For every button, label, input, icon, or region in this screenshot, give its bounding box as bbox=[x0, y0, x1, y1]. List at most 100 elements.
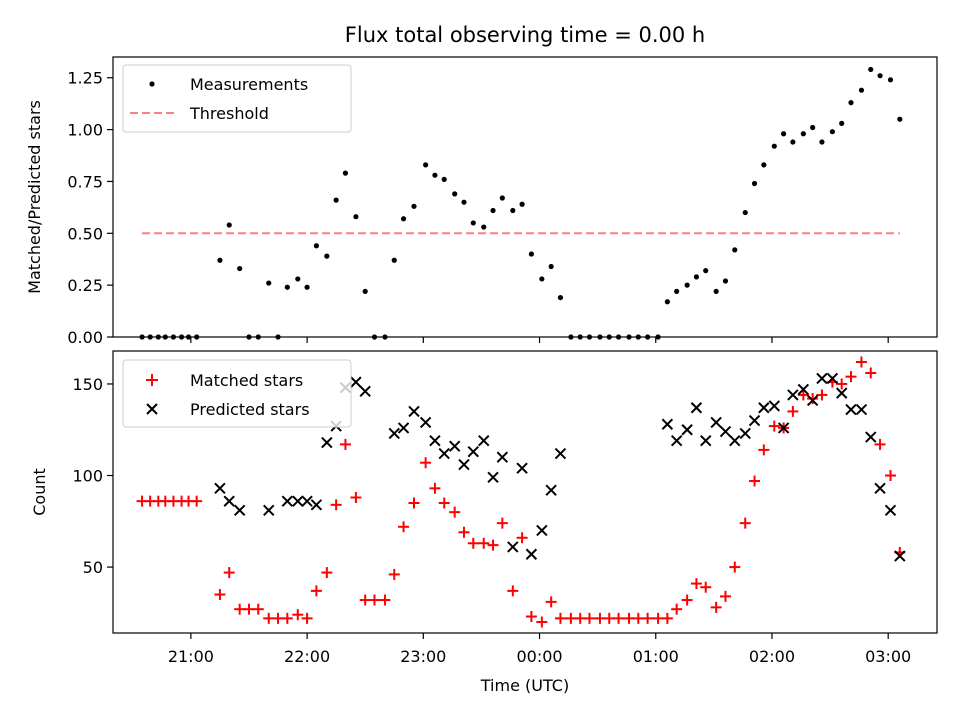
matched-star-point bbox=[467, 537, 479, 549]
predicted-star-point bbox=[729, 435, 741, 447]
y-tick-label: 50 bbox=[83, 558, 103, 577]
predicted-star-point bbox=[545, 484, 557, 496]
predicted-star-point bbox=[419, 416, 432, 429]
x-axis-label: Time (UTC) bbox=[480, 676, 569, 695]
measurement-point bbox=[499, 195, 505, 201]
x-tick-label: 22:00 bbox=[284, 647, 330, 666]
predicted-star-point bbox=[525, 548, 538, 560]
matched-star-point bbox=[321, 567, 333, 579]
matched-star-point bbox=[281, 612, 293, 624]
measurement-point bbox=[400, 216, 407, 222]
y-tick-label: 150 bbox=[72, 375, 103, 394]
predicted-star-point bbox=[700, 435, 712, 447]
measurement-point bbox=[848, 100, 854, 106]
measurement-point bbox=[411, 203, 417, 209]
matched-star-point bbox=[301, 612, 313, 624]
measurement-point bbox=[829, 129, 836, 135]
measurement-point bbox=[548, 263, 554, 270]
predicted-star-point bbox=[408, 405, 420, 418]
predicted-star-point bbox=[478, 435, 490, 447]
matched-star-point bbox=[191, 495, 203, 507]
matched-star-point bbox=[855, 356, 867, 368]
measurement-point bbox=[887, 77, 894, 83]
predicted-star-point bbox=[516, 462, 528, 474]
top-legend: Measurements Threshold bbox=[122, 64, 352, 133]
predicted-star-point bbox=[855, 403, 868, 416]
top-panel: 0.00 0.25 0.50 0.75 1.00 1.25 Matched/Predict… bbox=[25, 56, 938, 347]
matched-star-point bbox=[429, 482, 441, 494]
measurement-point bbox=[858, 87, 865, 93]
matched-star-point bbox=[234, 603, 246, 615]
predicted-star-point bbox=[845, 403, 857, 416]
y-tick-label: 0.75 bbox=[67, 172, 103, 191]
legend-predicted-marker bbox=[146, 403, 158, 415]
measurement-point bbox=[432, 172, 438, 178]
matched-star-point bbox=[603, 612, 615, 624]
top-legend-box bbox=[122, 64, 352, 133]
measurement-point bbox=[771, 143, 777, 149]
predicted-star-point bbox=[690, 402, 703, 414]
legend-predicted-label: Predicted stars bbox=[190, 400, 310, 419]
measurement-point bbox=[790, 139, 796, 145]
bottom-legend: Matched stars Predicted stars bbox=[122, 359, 352, 428]
matched-star-point bbox=[710, 601, 722, 613]
matched-star-point bbox=[874, 438, 886, 450]
matched-star-point bbox=[797, 389, 809, 401]
predicted-star-point bbox=[835, 387, 848, 399]
matched-star-point bbox=[350, 491, 362, 503]
matched-star-point bbox=[787, 405, 799, 417]
x-tick-label: 02:00 bbox=[749, 647, 795, 666]
matched-star-point bbox=[681, 594, 693, 606]
matched-star-point bbox=[836, 378, 848, 390]
measurement-point bbox=[237, 265, 243, 272]
matched-star-point bbox=[885, 470, 897, 482]
top-x-tick-marks bbox=[190, 337, 889, 343]
predicted-star-point bbox=[806, 394, 819, 407]
bottom-x-axis: 21:00 22:00 23:00 00:00 01:00 02:00 03:00 bbox=[168, 633, 911, 666]
matched-star-point bbox=[478, 537, 490, 549]
matched-star-point bbox=[272, 612, 284, 624]
matched-star-point bbox=[584, 612, 596, 624]
bottom-plot-frame bbox=[112, 350, 938, 634]
predicted-star-point bbox=[467, 446, 479, 458]
matched-star-point bbox=[536, 616, 548, 628]
predicted-star-point bbox=[777, 422, 790, 434]
matched-star-point bbox=[496, 517, 508, 529]
predicted-star-point bbox=[670, 435, 683, 447]
matched-star-point bbox=[252, 603, 264, 615]
matched-star-point bbox=[545, 596, 557, 608]
matched-star-point bbox=[690, 578, 702, 590]
predicted-star-point bbox=[292, 495, 304, 507]
measurement-point bbox=[722, 278, 729, 284]
measurement-point bbox=[703, 268, 709, 274]
measurement-point bbox=[441, 176, 447, 182]
matched-star-point bbox=[652, 612, 664, 624]
measurement-point bbox=[819, 139, 825, 145]
matched-star-point bbox=[739, 517, 751, 529]
bottom-y-axis-label: Count bbox=[30, 468, 49, 516]
predicted-star-point bbox=[388, 427, 400, 440]
measurement-point bbox=[324, 253, 330, 259]
matched-star-point bbox=[671, 603, 683, 615]
matched-star-point bbox=[729, 561, 741, 573]
measurement-point bbox=[295, 276, 301, 282]
matched-star-point bbox=[623, 612, 635, 624]
predicted-star-point bbox=[865, 431, 877, 443]
matched-star-point bbox=[487, 539, 499, 551]
measurement-point bbox=[461, 199, 467, 205]
matched-star-point bbox=[642, 612, 654, 624]
measurement-point bbox=[362, 288, 368, 294]
predicted-star-point bbox=[438, 447, 450, 460]
predicted-star-point bbox=[429, 435, 441, 447]
matched-star-point bbox=[339, 438, 351, 450]
count-points bbox=[136, 356, 906, 628]
predicted-star-point bbox=[826, 372, 839, 385]
predicted-star-point bbox=[359, 385, 371, 397]
matched-star-point bbox=[845, 371, 857, 383]
matched-star-point bbox=[214, 589, 226, 601]
matched-star-point bbox=[388, 568, 400, 580]
matched-star-point bbox=[449, 506, 461, 518]
matched-star-point bbox=[368, 594, 380, 606]
matched-star-point bbox=[807, 393, 819, 405]
matched-star-point bbox=[507, 585, 519, 597]
